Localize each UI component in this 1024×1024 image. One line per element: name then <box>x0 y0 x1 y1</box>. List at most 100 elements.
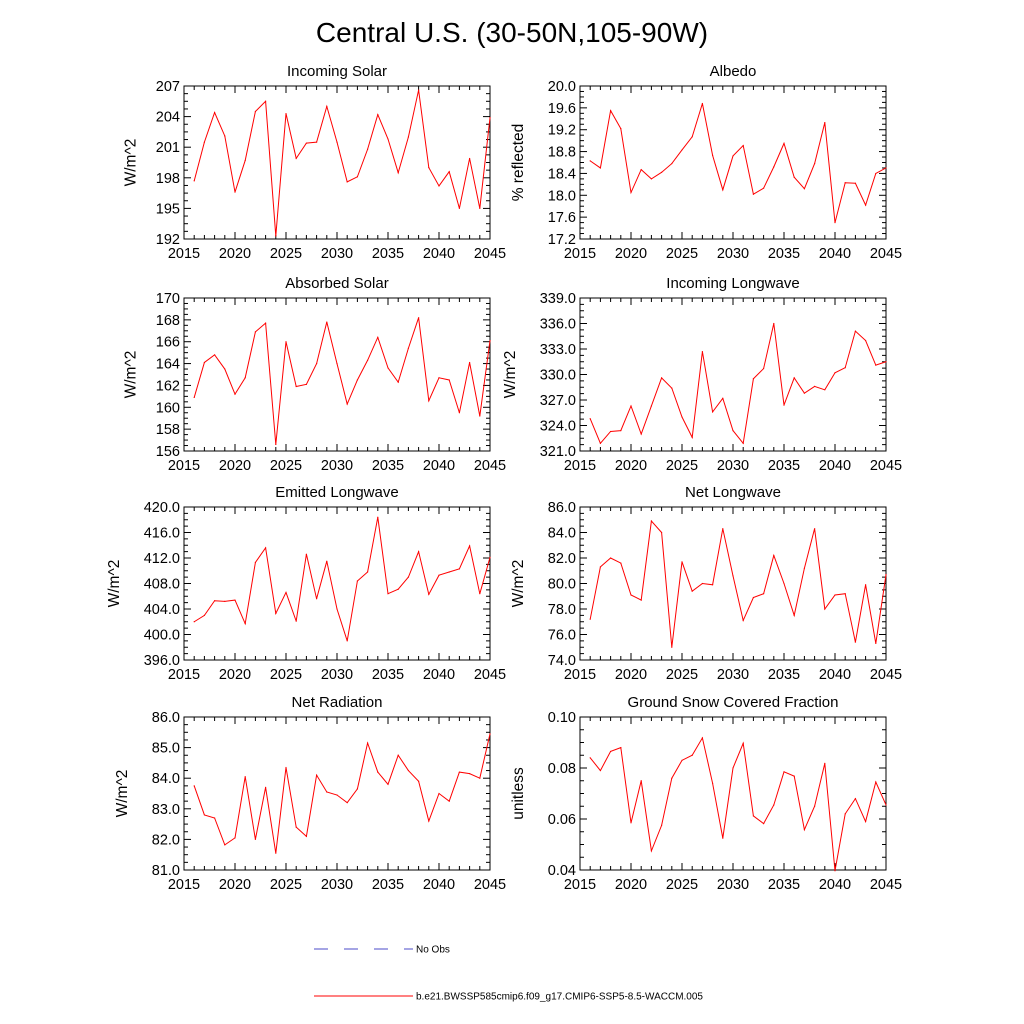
data-point <box>469 361 471 364</box>
x-tick-label: 2040 <box>423 458 455 474</box>
data-point <box>428 593 430 595</box>
data-point <box>885 167 887 169</box>
data-point <box>275 443 277 446</box>
data-point <box>458 568 460 570</box>
y-tick-label: 412.0 <box>144 551 180 567</box>
series-points <box>589 737 887 872</box>
data-point <box>387 138 389 140</box>
data-point <box>469 545 471 547</box>
panels: Incoming Solar 2015 2020 2025 2030 2035 2040 20… <box>106 63 902 893</box>
data-point <box>397 381 399 383</box>
data-point <box>773 166 775 168</box>
y-tick-label: 80.0 <box>548 577 576 593</box>
series-line <box>589 323 887 445</box>
plot-frame <box>579 716 887 871</box>
y-tick-label: 198 <box>156 171 180 187</box>
data-point <box>387 367 389 369</box>
data-point <box>875 642 877 645</box>
y-tick-label: 324.0 <box>540 419 576 435</box>
data-point <box>650 520 653 522</box>
data-point <box>479 415 481 417</box>
data-point <box>438 574 440 576</box>
data-point <box>844 182 846 184</box>
y-tick-label: 0.08 <box>548 761 576 777</box>
data-point <box>458 207 460 209</box>
data-point <box>681 416 683 418</box>
series-points <box>193 733 491 854</box>
x-tick-label: 2040 <box>819 877 851 893</box>
data-point <box>671 646 673 648</box>
data-point <box>479 207 481 209</box>
x-tick-label: 2040 <box>819 458 851 474</box>
panel-title: Incoming Longwave <box>666 275 799 292</box>
data-point <box>203 361 205 364</box>
data-point <box>732 155 734 157</box>
data-point <box>793 614 795 616</box>
panel-1: Incoming Solar 2015 2020 2025 2030 2035 2040 20… <box>122 63 506 262</box>
panel-title: Absorbed Solar <box>285 275 388 292</box>
y-tick-label: 82.0 <box>548 551 576 567</box>
data-point <box>469 773 471 775</box>
y-tick-label: 20.0 <box>548 79 576 95</box>
x-tick-label: 2035 <box>372 458 404 474</box>
data-point <box>285 591 287 594</box>
axis-ticks <box>183 85 491 240</box>
axis-ticks <box>183 506 491 661</box>
data-point <box>640 780 642 782</box>
plot-frame <box>579 297 887 452</box>
data-point <box>722 397 724 399</box>
data-point <box>803 567 806 569</box>
y-tick-label: 19.2 <box>548 123 576 139</box>
data-point <box>793 775 795 777</box>
y-tick-label: 18.8 <box>548 145 576 161</box>
y-tick-label: 207 <box>156 79 180 95</box>
x-tick-label: 2030 <box>717 458 749 474</box>
y-tick-label: 84.0 <box>152 771 180 787</box>
data-point <box>650 405 653 407</box>
y-tick-label: 164 <box>156 357 180 373</box>
data-point <box>640 599 642 601</box>
y-tick-label: 168 <box>156 313 180 329</box>
x-tick-label: 2035 <box>768 667 800 683</box>
data-point <box>681 759 683 761</box>
series-line <box>589 736 887 871</box>
data-point <box>193 180 195 182</box>
data-point <box>305 553 307 555</box>
x-tick-label: 2015 <box>564 246 596 262</box>
series-line <box>193 89 491 236</box>
data-point <box>722 528 724 530</box>
data-point <box>630 191 632 194</box>
data-point <box>326 791 328 793</box>
data-point <box>742 619 744 622</box>
data-point <box>254 838 256 841</box>
series-points <box>193 317 491 446</box>
series-line <box>589 103 887 223</box>
data-point <box>610 750 612 753</box>
data-point <box>854 330 857 332</box>
data-point <box>865 339 867 342</box>
x-tick-label: 2035 <box>372 667 404 683</box>
data-point <box>244 623 246 625</box>
data-point <box>783 771 785 773</box>
panel-title: Incoming Solar <box>287 63 387 80</box>
y-tick-label: 170 <box>156 291 180 307</box>
data-point <box>275 612 277 615</box>
data-point <box>814 805 816 807</box>
data-point <box>458 412 460 414</box>
axis-ticks <box>579 85 887 240</box>
y-axis-label: W/m^2 <box>114 770 131 818</box>
data-point <box>722 837 724 839</box>
data-point <box>336 141 338 143</box>
data-point <box>254 331 256 333</box>
y-tick-label: 416.0 <box>144 526 180 542</box>
data-point <box>214 354 216 356</box>
axis-ticks <box>579 716 887 871</box>
plot-frame <box>183 506 491 661</box>
data-point <box>203 614 205 616</box>
panel-title: Ground Snow Covered Fraction <box>628 694 839 711</box>
data-point <box>346 802 348 804</box>
panel-title: Net Longwave <box>685 484 781 501</box>
data-point <box>589 757 591 759</box>
y-tick-label: 158 <box>156 422 180 438</box>
data-point <box>599 566 602 568</box>
